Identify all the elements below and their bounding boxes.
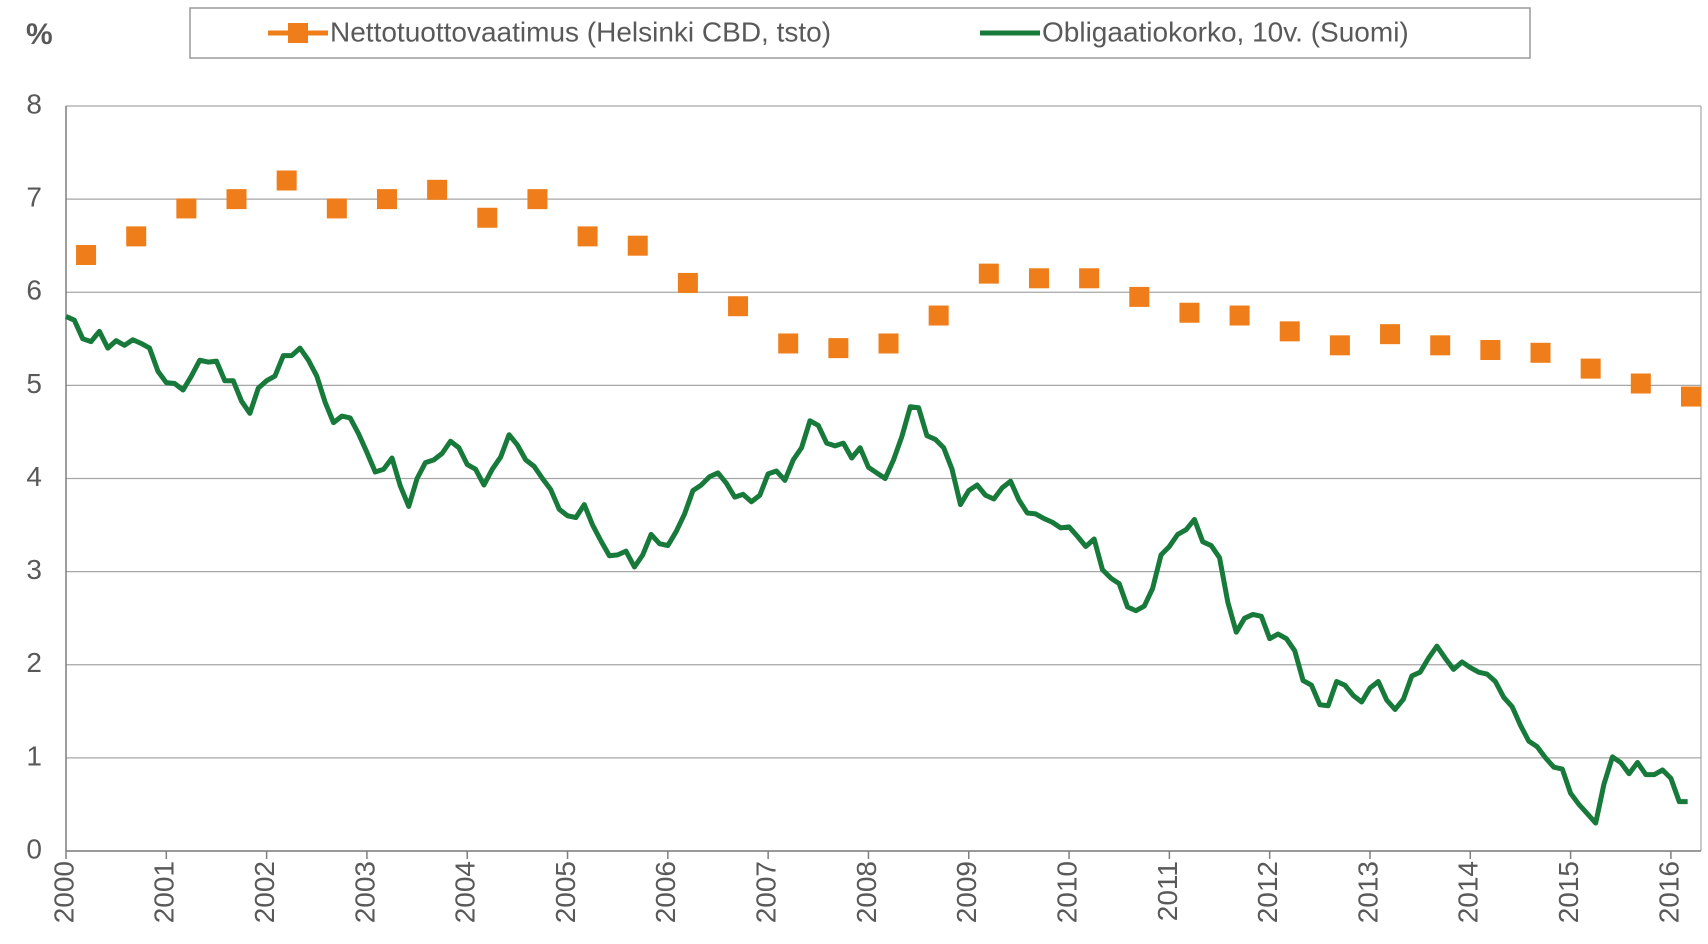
marker <box>1079 268 1100 289</box>
y-tick-label: 1 <box>26 740 42 771</box>
marker <box>1480 339 1501 360</box>
marker <box>1380 324 1401 345</box>
x-tick-label: 2009 <box>951 861 982 923</box>
y-tick-label: 8 <box>26 88 42 119</box>
y-tick-label: 2 <box>26 647 42 678</box>
marker <box>728 296 749 317</box>
x-tick-label: 2008 <box>851 861 882 923</box>
y-axis-label: % <box>26 18 53 51</box>
marker <box>1530 342 1551 363</box>
x-tick-label: 2004 <box>450 861 481 923</box>
y-tick-label: 5 <box>26 368 42 399</box>
marker <box>577 226 598 247</box>
x-tick-label: 2010 <box>1051 861 1082 923</box>
y-tick-label: 0 <box>26 833 42 864</box>
marker <box>1179 302 1200 323</box>
x-tick-label: 2005 <box>550 861 581 923</box>
marker <box>126 226 147 247</box>
marker <box>878 333 899 354</box>
marker <box>76 245 97 265</box>
x-tick-label: 2007 <box>751 861 782 923</box>
legend-marker <box>288 23 308 43</box>
y-tick-label: 3 <box>26 554 42 585</box>
line <box>64 314 1688 826</box>
marker <box>176 198 197 219</box>
x-tick-label: 2003 <box>349 861 380 923</box>
marker <box>226 189 247 210</box>
legend-label: Obligaatiokorko, 10v. (Suomi) <box>1042 16 1409 47</box>
marker <box>828 338 849 359</box>
marker <box>276 170 297 191</box>
marker <box>326 198 347 219</box>
x-tick-label: 2002 <box>249 861 280 923</box>
marker <box>778 333 799 354</box>
y-tick-label: 7 <box>26 182 42 213</box>
marker <box>1028 268 1049 289</box>
marker <box>1630 373 1651 394</box>
legend-box <box>189 7 1531 59</box>
x-tick-label: 2016 <box>1653 861 1684 923</box>
marker <box>527 189 548 210</box>
x-tick-label: 2012 <box>1252 861 1283 923</box>
x-tick-label: 2014 <box>1453 861 1484 923</box>
marker <box>477 207 498 228</box>
x-tick-label: 2006 <box>650 861 681 923</box>
marker <box>1680 386 1701 407</box>
marker <box>427 179 448 200</box>
legend-label: Nettotuottovaatimus (Helsinki CBD, tsto) <box>330 16 831 47</box>
x-tick-label: 2001 <box>149 861 180 923</box>
x-tick-label: 2013 <box>1352 861 1383 923</box>
marker <box>1430 335 1451 356</box>
marker <box>928 305 949 326</box>
marker <box>677 272 698 293</box>
marker <box>627 235 648 256</box>
x-tick-label: 2011 <box>1152 861 1183 921</box>
x-tick-label: 2000 <box>48 861 79 923</box>
marker <box>978 263 999 284</box>
marker <box>376 189 397 210</box>
marker <box>1580 358 1601 379</box>
y-tick-label: 4 <box>26 461 42 492</box>
marker <box>1229 305 1250 326</box>
y-tick-label: 6 <box>26 275 42 306</box>
x-tick-label: 2015 <box>1553 861 1584 923</box>
marker <box>1279 321 1300 342</box>
marker <box>1329 335 1350 356</box>
marker <box>1129 286 1150 307</box>
